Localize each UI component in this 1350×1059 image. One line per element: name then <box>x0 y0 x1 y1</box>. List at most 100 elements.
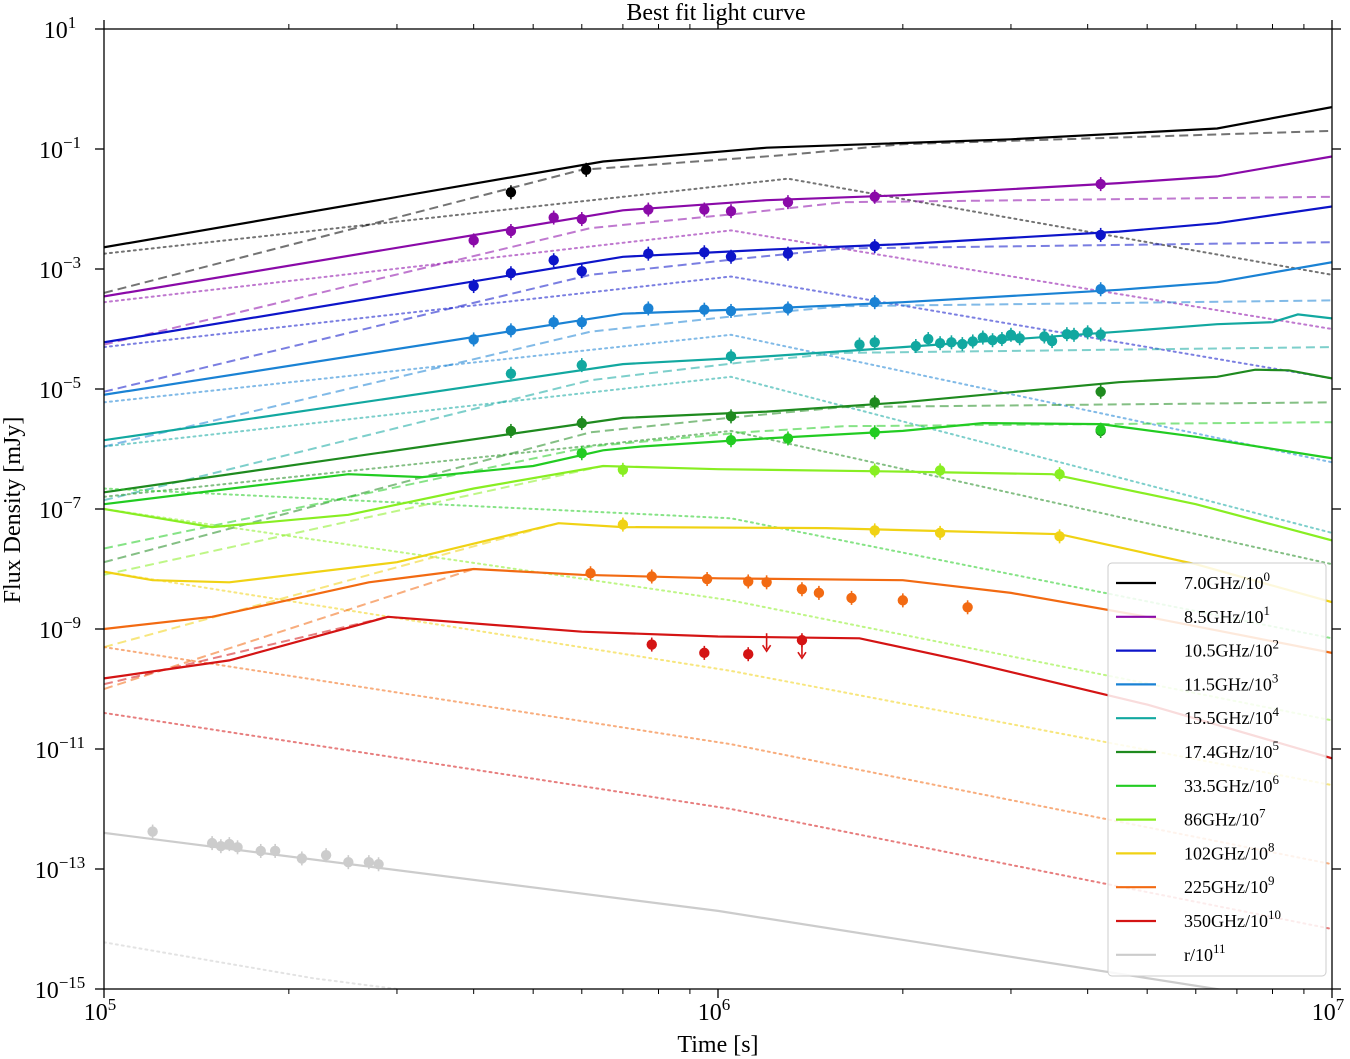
legend-label-exponent: 6 <box>1273 772 1280 787</box>
series-350ghz-data-point <box>699 647 710 659</box>
series-350ghz-dotted-component <box>104 711 1332 930</box>
series-225ghz-data-point <box>813 587 825 599</box>
series-350ghz-data-point <box>646 639 657 650</box>
y-tick-label-base: 10 <box>39 258 63 284</box>
series-33-5ghz-data-point <box>725 435 737 446</box>
series-15-5ghz-dashed-component <box>104 346 1332 502</box>
series-10-5ghz-data-point <box>468 280 479 292</box>
legend-label-text: 86GHz/10 <box>1184 810 1259 830</box>
series-r-data-point <box>206 837 218 849</box>
series-33-5ghz-dotted-component <box>104 487 1332 640</box>
y-tick-label: 10−7 <box>39 493 82 524</box>
series-10-5ghz-data-point <box>576 265 587 277</box>
series-r-data-point <box>255 845 266 857</box>
legend-label-exponent: 11 <box>1213 941 1226 956</box>
series-11-5ghz-data-point <box>505 325 517 336</box>
plot-frame <box>103 28 1333 990</box>
series-15-5ghz-data-point <box>923 333 934 345</box>
series-8-5ghz-data-point <box>468 235 479 246</box>
legend-label-text: 225GHz/10 <box>1184 877 1268 897</box>
y-tick-label: 10−1 <box>39 133 81 164</box>
series-15-5ghz-data-point <box>1005 329 1017 341</box>
y-tick-label-exponent: −15 <box>59 973 86 992</box>
legend-label-102ghz: 102GHz/108 <box>1184 839 1275 863</box>
series-8-5ghz-data-point <box>548 212 559 223</box>
x-tick-label-exponent: 7 <box>1336 995 1345 1014</box>
series-102ghz-data-point <box>1054 531 1065 542</box>
y-tick-label: 10−9 <box>39 613 81 644</box>
y-tick-label: 10−5 <box>39 373 81 404</box>
y-tick-label-base: 10 <box>35 738 59 764</box>
legend-label-text: 8.5GHz/10 <box>1184 607 1264 627</box>
series-350ghz-total-line <box>104 615 1332 760</box>
series-15-5ghz-data-point <box>967 336 978 347</box>
series-225ghz-data-point <box>796 584 808 595</box>
series-350ghz-upper-limit-arrow <box>797 651 807 660</box>
series-15-5ghz-data-point <box>996 333 1008 345</box>
series-15-5ghz-data-point <box>1039 331 1050 342</box>
y-tick-label-exponent: −1 <box>63 133 81 152</box>
series-15-5ghz-data-point <box>1046 335 1058 347</box>
legend-label-r: r/1011 <box>1184 941 1226 965</box>
y-tick-label-exponent: 1 <box>68 13 77 32</box>
legend-label-exponent: 4 <box>1273 704 1280 719</box>
series-10-5ghz-data-point <box>1095 229 1106 241</box>
series-r-data-point <box>232 842 243 853</box>
series-33-5ghz-dashed-component <box>104 421 1332 550</box>
series-15-5ghz-data-point <box>1068 329 1080 341</box>
series-10-5ghz-data-point <box>548 255 559 266</box>
series-33-5ghz-data-point <box>782 433 794 444</box>
series-17-4ghz-data-point <box>505 425 517 437</box>
series-15-5ghz-data-point <box>854 339 865 350</box>
series-17-4ghz-dotted-component <box>104 429 1332 566</box>
series-11-5ghz-data-point <box>725 305 737 317</box>
legend-label-7-0ghz: 7.0GHz/100 <box>1184 569 1270 593</box>
legend-label-text: 15.5GHz/10 <box>1184 708 1273 728</box>
legend-label-86ghz: 86GHz/107 <box>1184 806 1266 830</box>
x-tick-label: 105 <box>84 995 117 1026</box>
series-11-5ghz-data-point <box>782 303 794 314</box>
series-15-5ghz-data-point <box>505 368 517 379</box>
legend-label-exponent: 9 <box>1268 873 1275 888</box>
y-tick-label: 10−3 <box>39 253 81 284</box>
series-10-5ghz-total-line <box>104 205 1332 344</box>
series-8-5ghz-data-point <box>505 225 517 237</box>
series-7-0ghz-data-point <box>580 164 592 176</box>
series-15-5ghz-total-line <box>104 313 1332 442</box>
series-8-5ghz-data-point <box>576 213 587 225</box>
y-tick-label-base: 10 <box>35 978 59 1004</box>
x-tick-label-base: 10 <box>698 1000 722 1026</box>
y-tick-label: 10−11 <box>35 733 85 764</box>
series-33-5ghz-data-point <box>576 448 587 459</box>
y-tick-label: 101 <box>44 13 77 44</box>
series-r-data-point <box>373 859 384 870</box>
y-tick-label-base: 10 <box>39 618 63 644</box>
legend-label-10-5ghz: 10.5GHz/102 <box>1184 637 1279 661</box>
series-15-5ghz-data-point <box>934 337 946 349</box>
legend-label-exponent: 1 <box>1264 603 1271 618</box>
y-tick-label: 10−15 <box>35 973 86 1004</box>
y-tick-label-exponent: −9 <box>63 613 81 632</box>
legend-label-text: 10.5GHz/10 <box>1184 641 1273 661</box>
x-tick-label: 107 <box>1312 995 1345 1026</box>
series-15-5ghz-data-point <box>725 351 737 362</box>
series-7-0ghz-dashed-component <box>104 129 1332 294</box>
series-33-5ghz-data-point <box>1095 424 1106 435</box>
series-225ghz-data-point <box>646 571 657 582</box>
legend-label-text: r/10 <box>1184 945 1213 965</box>
series-15-5ghz-data-point <box>957 338 968 350</box>
legend-label-exponent: 5 <box>1273 738 1280 753</box>
series-8-5ghz-total-line <box>104 155 1332 298</box>
legend-label-15-5ghz: 15.5GHz/104 <box>1184 704 1280 728</box>
legend-label-8-5ghz: 8.5GHz/101 <box>1184 603 1270 627</box>
series-11-5ghz-data-point <box>699 304 710 315</box>
y-tick-label-exponent: −7 <box>63 493 82 512</box>
series-10-5ghz-data-point <box>699 247 710 258</box>
legend-label-text: 7.0GHz/10 <box>1184 573 1264 593</box>
legend-label-225ghz: 225GHz/109 <box>1184 873 1275 897</box>
x-tick-label-exponent: 5 <box>108 995 117 1014</box>
series-r-data-point <box>147 826 158 837</box>
series-8-5ghz-data-point <box>869 191 880 202</box>
series-15-5ghz-data-point <box>1014 333 1025 344</box>
